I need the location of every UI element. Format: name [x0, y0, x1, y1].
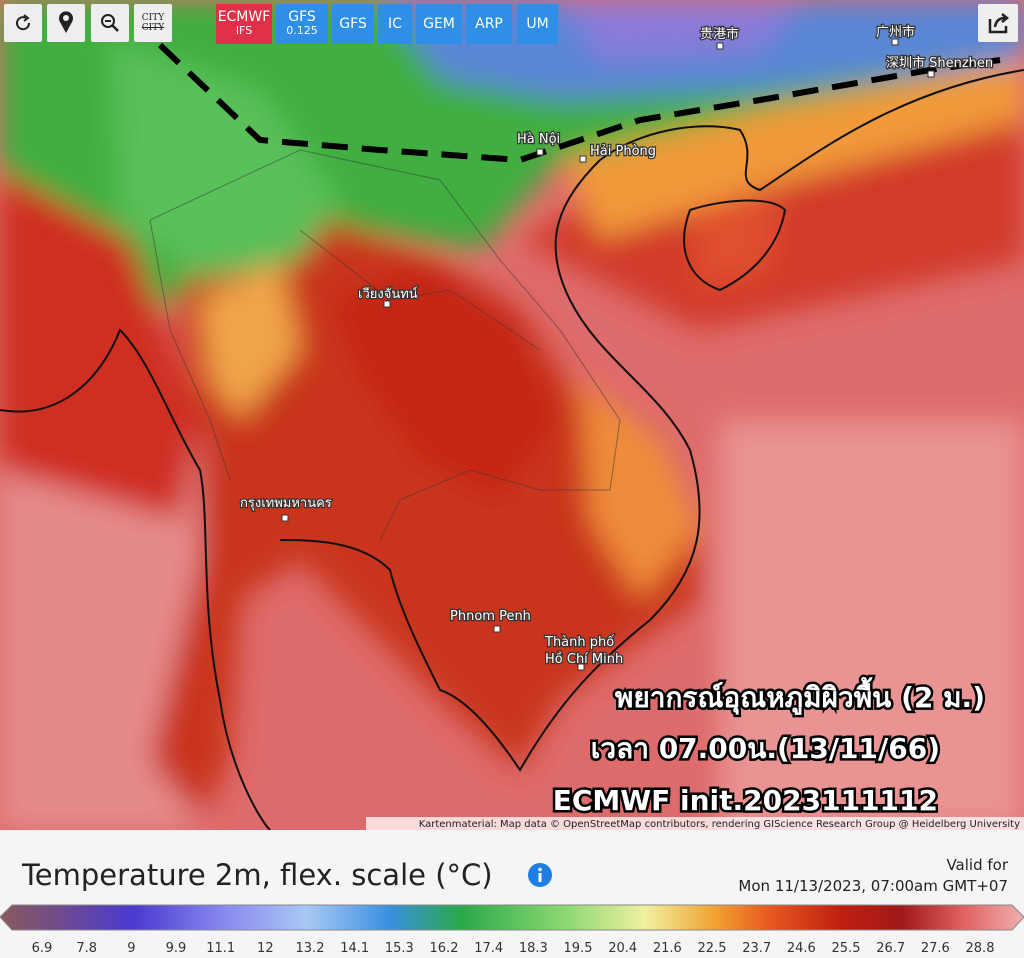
- city-label-struck: CITY: [141, 23, 165, 33]
- coastlines: [0, 69, 1024, 830]
- scale-label: 27.6: [921, 941, 950, 956]
- borders: [149, 149, 621, 541]
- city-label: Phnom Penh: [450, 609, 531, 624]
- city-label: 深圳市 Shenzhen: [886, 55, 993, 71]
- map: 贵港市 广州市 深圳市 Shenzhen Hà Nội Hải Phòng เว…: [0, 0, 1024, 830]
- temperature-field: [0, 0, 1024, 830]
- overlay-text: พยากรณ์อุณหภูมิผิวพื้น (2 ม.) เวลา 07.00…: [550, 674, 987, 820]
- scale-label: 24.6: [787, 941, 816, 956]
- city-markers: [281, 38, 935, 671]
- color-scale: 6.9 7.8 9 9.9 11.1 12 13.2 14.1 15.3 16.2 17.4 18.3…: [0, 904, 1024, 956]
- city-label: 贵港市: [700, 26, 739, 42]
- scale-label: 20.4: [608, 941, 637, 956]
- legend-title: Temperature 2m, flex. scale (°C): [22, 858, 493, 892]
- model-button[interactable]: GFS: [332, 4, 374, 44]
- scale-label: 12: [257, 941, 274, 956]
- city-label: 广州市: [876, 24, 915, 40]
- model-button[interactable]: ARP: [466, 4, 512, 44]
- dashed-line: [157, 42, 1001, 164]
- reload-button[interactable]: [4, 4, 42, 42]
- scale-label: 22.5: [698, 941, 727, 956]
- scale-label: 9.9: [166, 941, 187, 956]
- scale-label: 16.2: [430, 941, 459, 956]
- attribution: Kartenmaterial: Map data © OpenStreetMap…: [419, 819, 1020, 830]
- scale-label: 19.5: [564, 941, 593, 956]
- info-icon[interactable]: [527, 862, 553, 888]
- overlay-line: เวลา 07.00น.(13/11/66): [591, 732, 940, 765]
- scale-label: 11.1: [206, 941, 235, 956]
- model-button[interactable]: GFS 0.125: [276, 4, 328, 44]
- model-name: GEM: [423, 16, 455, 32]
- city-label: Hồ Chí Minh: [545, 652, 623, 667]
- valid-time: Mon 11/13/2023, 07:00am GMT+07: [738, 877, 1008, 895]
- city-button[interactable]: CITY CITY: [134, 4, 172, 42]
- location-button[interactable]: [47, 4, 85, 42]
- city-label: Thành phố: [544, 635, 614, 650]
- scale-label: 26.7: [876, 941, 905, 956]
- scale-label: 14.1: [340, 941, 369, 956]
- model-name: ECMWF: [217, 9, 271, 25]
- attribution-bg: [366, 817, 1024, 830]
- overlay-line: ECMWF init.2023111112: [553, 784, 938, 817]
- model-button[interactable]: GEM: [416, 4, 462, 44]
- city-label: Hà Nội: [517, 132, 560, 147]
- city-label: เวียงจันทน์: [358, 286, 418, 302]
- model-button[interactable]: UM: [517, 4, 558, 44]
- share-button[interactable]: [978, 4, 1018, 42]
- scale-label: 18.3: [519, 941, 548, 956]
- scale-label: 6.9: [32, 941, 53, 956]
- color-bar: [0, 904, 1024, 931]
- model-button[interactable]: IC: [378, 4, 412, 44]
- model-button[interactable]: ECMWF IFS: [216, 4, 272, 44]
- model-name: GFS: [339, 16, 367, 32]
- model-name: IC: [388, 16, 402, 32]
- scale-label: 13.2: [296, 941, 325, 956]
- scale-label: 7.8: [76, 941, 97, 956]
- model-sub: IFS: [235, 24, 253, 37]
- scale-label: 17.4: [474, 941, 503, 956]
- overlay-line: พยากรณ์อุณหภูมิผิวพื้น (2 ม.): [615, 676, 985, 715]
- valid-label: Valid for: [946, 856, 1008, 874]
- city-label: Hải Phòng: [590, 144, 656, 159]
- model-name: UM: [526, 16, 549, 32]
- valid-info: Valid for Mon 11/13/2023, 07:00am GMT+07: [738, 855, 1008, 897]
- scale-label: 23.7: [742, 941, 771, 956]
- scale-label: 21.6: [653, 941, 682, 956]
- model-name: ARP: [475, 16, 503, 32]
- model-sub: 0.125: [286, 24, 318, 37]
- city-labels: 贵港市 广州市 深圳市 Shenzhen Hà Nội Hải Phòng เว…: [239, 23, 995, 669]
- city-label: CITY: [141, 13, 165, 23]
- scale-label: 25.5: [832, 941, 861, 956]
- city-label: กรุงเทพมหานคร: [240, 496, 332, 511]
- scale-label: 15.3: [385, 941, 414, 956]
- zoom-out-button[interactable]: [91, 4, 129, 42]
- scale-label: 9: [127, 941, 135, 956]
- scale-label: 28.8: [966, 941, 995, 956]
- model-name: GFS: [288, 9, 316, 25]
